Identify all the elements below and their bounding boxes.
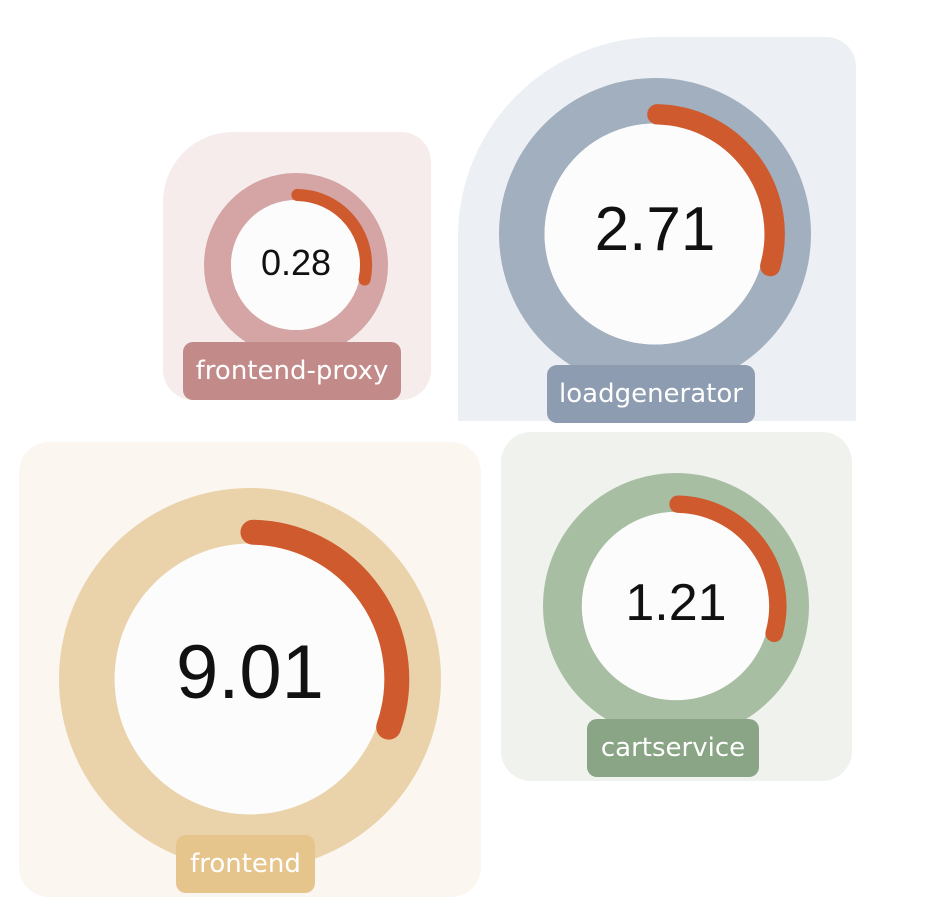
gauge-progress-arc: [291, 188, 373, 286]
gauge-progress-arc: [240, 519, 410, 740]
service-label-frontend[interactable]: frontend: [176, 835, 315, 893]
gauge-value: 0.28: [260, 242, 332, 283]
gauge-center: [581, 511, 771, 701]
gauge-center: [230, 199, 362, 331]
gauge-cartservice: 1.21: [542, 472, 810, 740]
gauge-center: [544, 123, 766, 345]
gauge-value: 1.21: [625, 574, 727, 632]
gauge-center: [114, 543, 386, 815]
gauge-progress-arc: [669, 495, 787, 643]
gauge-loadgenerator: 2.71: [498, 77, 812, 391]
gauge-value: 9.01: [176, 630, 324, 715]
gauge-value: 2.71: [594, 195, 716, 264]
service-label-cartservice[interactable]: cartservice: [587, 719, 759, 777]
gauge-frontend-proxy: 0.28: [203, 172, 389, 358]
service-label-loadgenerator[interactable]: loadgenerator: [547, 365, 755, 423]
gauge-frontend: 9.01: [58, 487, 442, 871]
service-label-frontend-proxy[interactable]: frontend-proxy: [183, 342, 401, 400]
gauge-progress-arc: [647, 104, 785, 277]
